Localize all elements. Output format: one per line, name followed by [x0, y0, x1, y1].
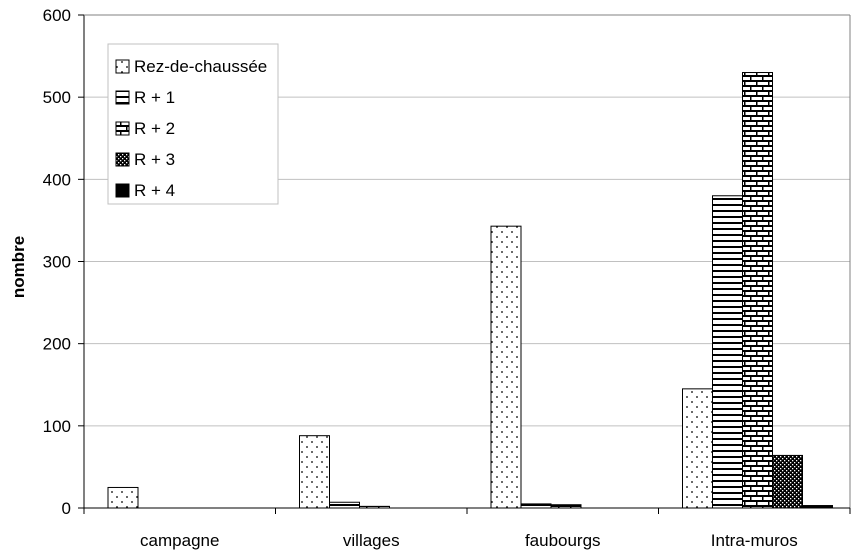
bar	[742, 72, 773, 509]
bar	[490, 225, 522, 509]
bar	[329, 501, 360, 509]
bar	[712, 195, 743, 509]
category-label: campagne	[140, 531, 219, 550]
legend-swatch	[115, 152, 130, 167]
legend-label: R + 3	[134, 150, 175, 169]
legend-swatch	[115, 183, 130, 198]
category-label: faubourgs	[525, 531, 601, 550]
category-labels: campagne villages faubourgs Intra-muros	[140, 531, 798, 550]
axes	[78, 14, 851, 514]
y-tick-labels: 0 100 200 300 400 500 600	[43, 6, 71, 518]
legend-label: R + 1	[134, 88, 175, 107]
y-axis-label: nombre	[9, 236, 28, 298]
category-label: villages	[343, 531, 400, 550]
bars	[107, 72, 833, 509]
y-tick-label: 600	[43, 6, 71, 25]
y-tick-label: 100	[43, 417, 71, 436]
legend-swatch	[115, 59, 130, 74]
y-tick-label: 300	[43, 253, 71, 272]
y-tick-label: 500	[43, 88, 71, 107]
legend-swatch	[115, 90, 130, 105]
legend-box	[107, 43, 279, 205]
bar	[107, 486, 139, 509]
y-tick-label: 200	[43, 335, 71, 354]
legend-label: Rez-de-chaussée	[134, 57, 267, 76]
bar	[772, 454, 803, 509]
y-tick-label: 400	[43, 170, 71, 189]
legend-swatch	[115, 121, 130, 136]
legend: Rez-de-chaussée R + 1 R + 2 R + 3 R + 4	[107, 43, 279, 205]
bar	[299, 435, 330, 509]
legend-label: R + 4	[134, 181, 175, 200]
legend-label: R + 2	[134, 119, 175, 138]
category-label: Intra-muros	[711, 531, 798, 550]
y-tick-label: 0	[62, 499, 71, 518]
bar	[520, 503, 552, 509]
bar	[682, 388, 713, 509]
